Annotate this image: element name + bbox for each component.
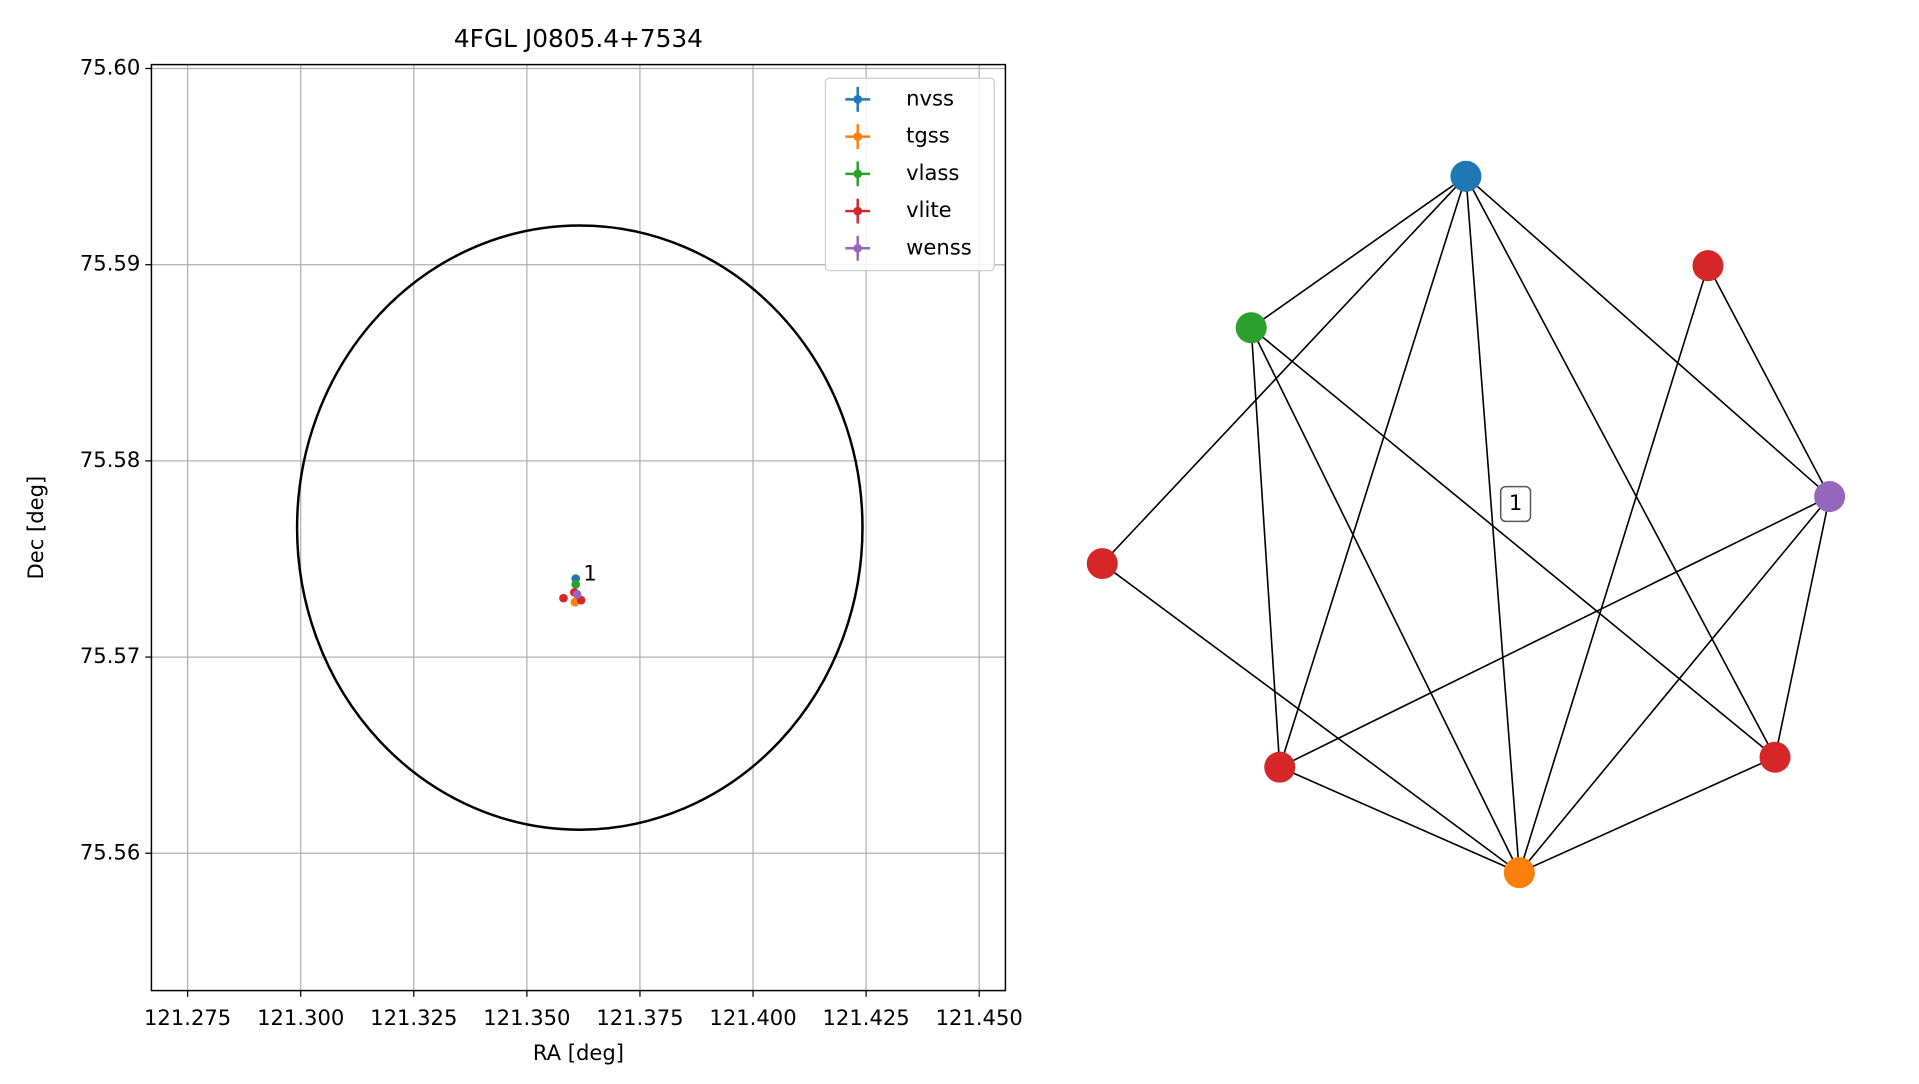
error-circle [295, 224, 864, 831]
x-tick-label: 121.300 [257, 1005, 344, 1030]
edge [1250, 175, 1467, 329]
label-box [1499, 485, 1532, 523]
legend-marker [853, 206, 863, 216]
y-tick-label: 75.56 [80, 839, 140, 864]
node [1086, 548, 1118, 580]
x-tick-label: 121.275 [144, 1005, 231, 1030]
node [1814, 481, 1846, 513]
edge [1518, 756, 1776, 874]
edge [1465, 176, 1521, 873]
legend-marker [853, 95, 863, 104]
node-label: 1 [1509, 490, 1522, 515]
node [1759, 741, 1791, 773]
edge [1101, 562, 1520, 874]
x-tick-label: 121.400 [709, 1005, 796, 1030]
annotation: 1 [583, 561, 596, 586]
legend-label: tgss [906, 123, 950, 148]
edge [1465, 175, 1831, 498]
node [1503, 857, 1535, 889]
point [571, 580, 581, 589]
edge [1518, 265, 1709, 873]
legend-label: vlass [906, 160, 959, 185]
legend-marker [853, 243, 863, 253]
edge [1278, 176, 1467, 768]
y-tick-label: 75.57 [80, 643, 140, 668]
node [1235, 312, 1267, 344]
edge [1465, 175, 1776, 758]
edge [1707, 265, 1831, 497]
legend-marker [853, 132, 863, 141]
y-tick-label: 75.59 [80, 251, 140, 276]
x-tick-label: 121.325 [370, 1005, 457, 1030]
x-axis-label: RA [deg] [533, 1040, 624, 1065]
legend-label: vlite [906, 197, 951, 222]
x-tick-label: 121.375 [596, 1005, 683, 1030]
node [1692, 250, 1724, 282]
chart-title: 4FGL J0805.4+7534 [454, 24, 703, 53]
edge [1101, 175, 1467, 565]
y-tick-label: 75.60 [80, 55, 140, 80]
legend-label: wenss [906, 234, 972, 259]
y-tick-label: 75.58 [80, 447, 140, 472]
x-tick-label: 121.350 [483, 1005, 570, 1030]
point [559, 593, 568, 603]
edge [1774, 496, 1831, 758]
axes-frame [150, 63, 1007, 992]
node [1264, 751, 1296, 783]
edge [1250, 327, 1776, 758]
edge [1250, 327, 1521, 874]
edge [1250, 327, 1281, 768]
edge [1518, 496, 1831, 874]
legend-marker [853, 169, 863, 179]
legend-box [824, 77, 995, 272]
point [572, 589, 582, 599]
y-axis-label: Dec [deg] [23, 476, 48, 580]
legend-label: nvss [906, 85, 954, 110]
x-tick-label: 121.450 [936, 1005, 1023, 1030]
node [1450, 160, 1482, 192]
edge [1279, 495, 1830, 768]
x-tick-label: 121.425 [822, 1005, 909, 1030]
edge [1279, 766, 1520, 874]
